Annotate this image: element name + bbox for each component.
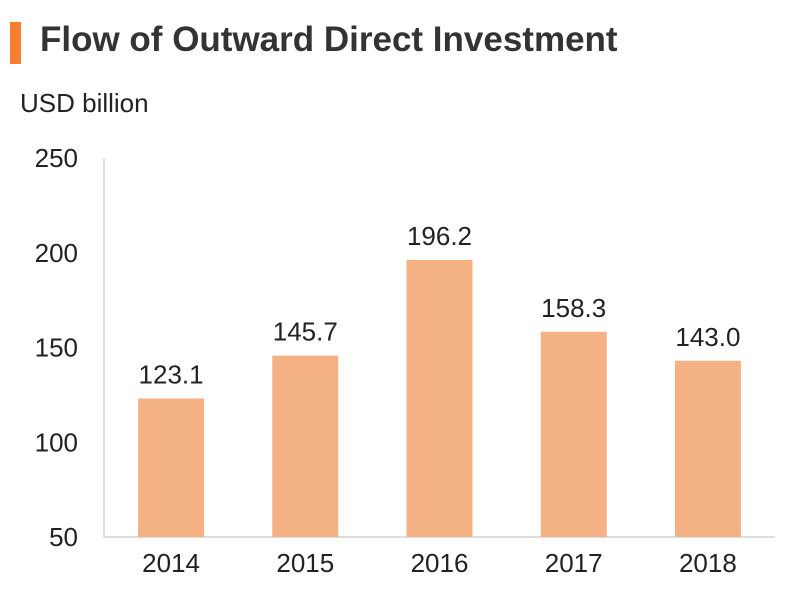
y-axis-ticks: 50 100 150 200 250 <box>35 143 78 552</box>
bar-2016 <box>406 259 473 537</box>
x-tick-label: 2017 <box>545 548 603 578</box>
x-tick-label: 2016 <box>411 548 469 578</box>
y-tick-label: 250 <box>35 143 78 173</box>
y-tick-label: 150 <box>35 333 78 363</box>
value-label: 145.7 <box>273 317 338 347</box>
y-tick-label: 100 <box>35 427 78 457</box>
bars <box>138 259 741 537</box>
x-axis-ticks: 2014 2015 2016 2017 2018 <box>142 548 737 578</box>
value-label: 196.2 <box>407 221 472 251</box>
y-tick-label: 200 <box>35 238 78 268</box>
value-label: 123.1 <box>139 359 204 389</box>
bar-2018 <box>674 360 741 537</box>
x-tick-label: 2015 <box>276 548 334 578</box>
chart-title: Flow of Outward Direct Investment <box>40 20 618 59</box>
y-tick-label: 50 <box>49 522 78 552</box>
y-axis-unit-label: USD billion <box>20 88 149 118</box>
x-tick-label: 2014 <box>142 548 200 578</box>
bar-2017 <box>540 331 607 537</box>
value-labels: 123.1 145.7 196.2 158.3 143.0 <box>139 221 741 390</box>
x-tick-label: 2018 <box>679 548 737 578</box>
title-accent-bar <box>10 22 21 64</box>
value-label: 143.0 <box>675 322 740 352</box>
bar-2015 <box>272 355 339 537</box>
bar-2014 <box>138 398 205 537</box>
value-label: 158.3 <box>541 293 606 323</box>
